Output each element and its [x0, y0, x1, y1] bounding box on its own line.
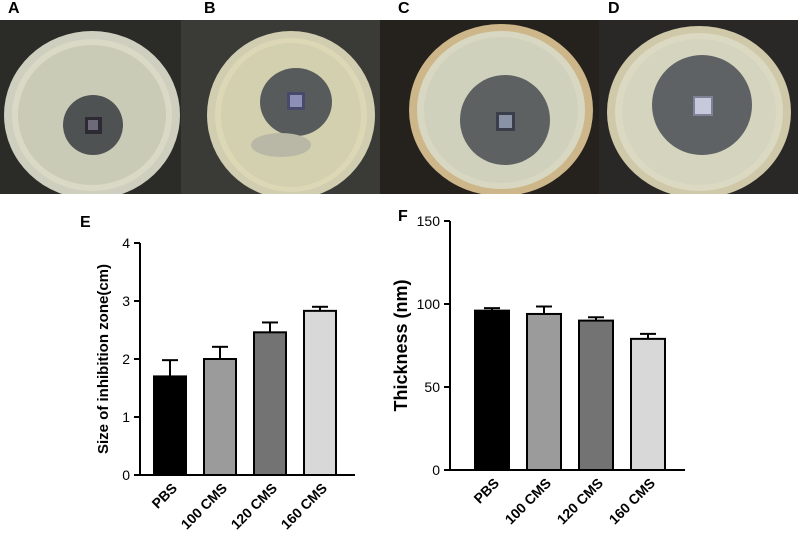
panel-label-f: F: [398, 208, 408, 225]
panel-label-e: E: [80, 214, 91, 231]
bar: [203, 358, 237, 476]
panel-label-a: A: [8, 0, 20, 17]
petri-dish-photo-a: [0, 20, 181, 194]
category-label: PBS: [148, 480, 180, 512]
y-tick-label: 1: [122, 409, 130, 425]
panel-label-b: B: [204, 0, 216, 17]
petri-dish-photo-c: [380, 20, 606, 194]
bar: [153, 375, 187, 476]
panel-label-c: C: [398, 0, 410, 17]
y-tick-label: 150: [417, 213, 441, 229]
bar-chart-thickness: 0 50 100 150 Thickness (nm) PBS 100 CMS 120 CMS…: [391, 213, 685, 528]
y-tick-label: 0: [122, 467, 130, 483]
category-label: 120 CMS: [554, 475, 607, 528]
y-axis-title: Size of inhibition zone(cm): [95, 264, 112, 454]
category-label: 100 CMS: [502, 475, 555, 528]
panel-label-d: D: [608, 0, 620, 17]
bar: [578, 319, 614, 471]
category-label: 160 CMS: [606, 475, 659, 528]
y-tick-label: 4: [122, 235, 130, 251]
y-tick-label: 50: [424, 379, 440, 395]
bar: [253, 331, 287, 476]
bar: [303, 309, 337, 476]
petri-dish-photo-d: [599, 20, 798, 194]
category-label: 100 CMS: [178, 480, 231, 533]
category-label: 160 CMS: [278, 480, 331, 533]
bar: [474, 309, 510, 471]
y-axis-title: Thickness (nm): [391, 279, 411, 411]
category-label: 120 CMS: [228, 480, 281, 533]
bar: [526, 312, 562, 471]
category-label: PBS: [470, 475, 502, 507]
y-tick-label: 2: [122, 351, 130, 367]
y-tick-label: 3: [122, 293, 130, 309]
y-tick-label: 0: [432, 462, 440, 478]
petri-dish-photo-b: [181, 20, 380, 194]
bar: [630, 337, 666, 471]
y-tick-label: 100: [417, 296, 441, 312]
